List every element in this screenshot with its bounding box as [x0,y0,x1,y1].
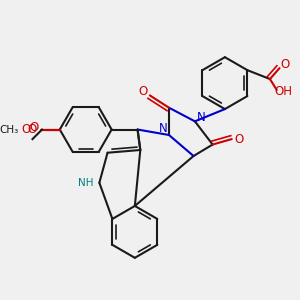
Text: O: O [28,123,37,136]
Text: O: O [280,58,289,70]
Text: NH: NH [78,178,94,188]
Text: O: O [22,123,31,136]
Text: N: N [197,111,206,124]
Text: O: O [29,121,38,134]
Text: CH₃: CH₃ [0,124,19,134]
Text: O: O [234,133,243,146]
Text: N: N [159,122,168,135]
Text: O: O [138,85,148,98]
Text: OH: OH [274,85,292,98]
